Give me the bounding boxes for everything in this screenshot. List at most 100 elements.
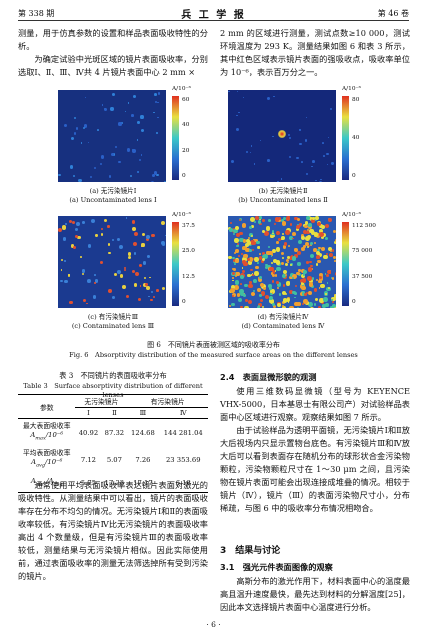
speck: [321, 236, 325, 240]
table-cell: 87.32: [104, 428, 125, 437]
colorbar-tick: 20: [182, 147, 190, 154]
speck: [273, 304, 277, 308]
speck: [252, 273, 255, 276]
speck: [326, 163, 329, 165]
speck: [306, 246, 309, 249]
speck: [95, 234, 98, 237]
speck: [132, 242, 137, 247]
row-symbol: Aavg/10⁻⁶: [18, 458, 75, 470]
speck: [318, 287, 321, 290]
speck: [314, 298, 318, 302]
speck: [275, 260, 281, 265]
paragraph: 由于试验样品为透明平面镜，无污染镜片Ⅰ和Ⅱ放大后视场内只显示置物台底色。有污染镜…: [220, 425, 410, 513]
colorbar: [172, 222, 179, 306]
colorbar-tick: 75 000: [352, 248, 373, 255]
colorbar-tick: 0: [352, 173, 356, 179]
speck: [317, 248, 320, 252]
speck: [65, 223, 67, 226]
speck: [75, 235, 79, 239]
speck: [294, 301, 299, 307]
header-rule: [18, 20, 409, 21]
speck: [231, 295, 234, 298]
speck: [234, 226, 240, 231]
heatmap: [228, 90, 336, 182]
speck: [302, 229, 308, 235]
speck: [270, 289, 275, 294]
speck: [304, 241, 310, 246]
speck: [242, 260, 247, 265]
speck: [125, 217, 128, 220]
table-subheader: Ⅲ: [127, 407, 159, 419]
speck: [238, 289, 244, 295]
speck: [118, 122, 122, 126]
speck: [330, 277, 333, 279]
speck: [286, 281, 291, 286]
speck: [268, 250, 274, 256]
unit: /10⁻⁶: [45, 431, 64, 439]
speck: [331, 304, 336, 308]
speck: [152, 174, 155, 178]
speck: [318, 275, 323, 280]
speck: [124, 111, 126, 113]
speck: [323, 254, 328, 259]
speck: [91, 218, 96, 223]
speck: [255, 265, 260, 270]
speck: [108, 174, 112, 178]
speck: [161, 221, 166, 226]
speck: [276, 281, 279, 284]
speck: [228, 304, 231, 308]
speck: [324, 293, 327, 296]
speck: [273, 223, 276, 225]
row-label: 平均表面吸收率 Aavg/10⁻⁶: [18, 446, 75, 473]
colorbar: [342, 222, 349, 306]
speck: [310, 253, 315, 258]
speck: [272, 95, 275, 98]
speck: [327, 218, 332, 223]
speck: [270, 234, 274, 239]
speck: [60, 269, 63, 272]
panel-caption: (b) 无污染镜片Ⅱ: [258, 187, 308, 195]
speck: [231, 292, 237, 298]
paragraph: 使用三维数码显微镜（型号为 KEYENCE VHX-5000，日本基恩士有限公司…: [220, 386, 410, 422]
speck: [230, 288, 235, 293]
speck: [101, 227, 104, 230]
speck: [233, 229, 238, 234]
table-header: 有污染镜片: [127, 394, 208, 408]
speck: [239, 231, 243, 236]
speck: [313, 248, 317, 252]
speck: [323, 296, 328, 302]
panel-caption-en: (d) Contaminated lens Ⅳ: [241, 322, 325, 330]
speck: [250, 225, 254, 229]
table-cell: 40.92: [78, 428, 99, 437]
speck: [230, 284, 236, 290]
speck: [101, 104, 104, 106]
speck: [284, 292, 287, 296]
speck: [311, 216, 315, 220]
speck: [240, 272, 245, 278]
speck: [231, 271, 236, 276]
colorbar: [342, 96, 349, 180]
speck: [248, 283, 253, 288]
speck: [257, 246, 261, 249]
speck: [236, 293, 241, 297]
speck: [319, 232, 324, 237]
section-title: 3 结果与讨论: [220, 546, 281, 556]
speck: [149, 276, 152, 279]
speck: [143, 276, 147, 280]
speck: [304, 139, 308, 142]
speck: [268, 287, 272, 291]
speck: [263, 286, 267, 290]
speck: [107, 225, 110, 228]
speck: [145, 285, 150, 290]
speck: [61, 259, 64, 262]
speck: [289, 223, 292, 226]
speck: [323, 155, 325, 157]
speck: [292, 237, 295, 240]
speck: [281, 273, 287, 279]
speck: [281, 290, 287, 296]
speck: [245, 247, 250, 253]
row-name: 平均表面吸收率: [22, 449, 71, 458]
speck: [315, 216, 320, 220]
